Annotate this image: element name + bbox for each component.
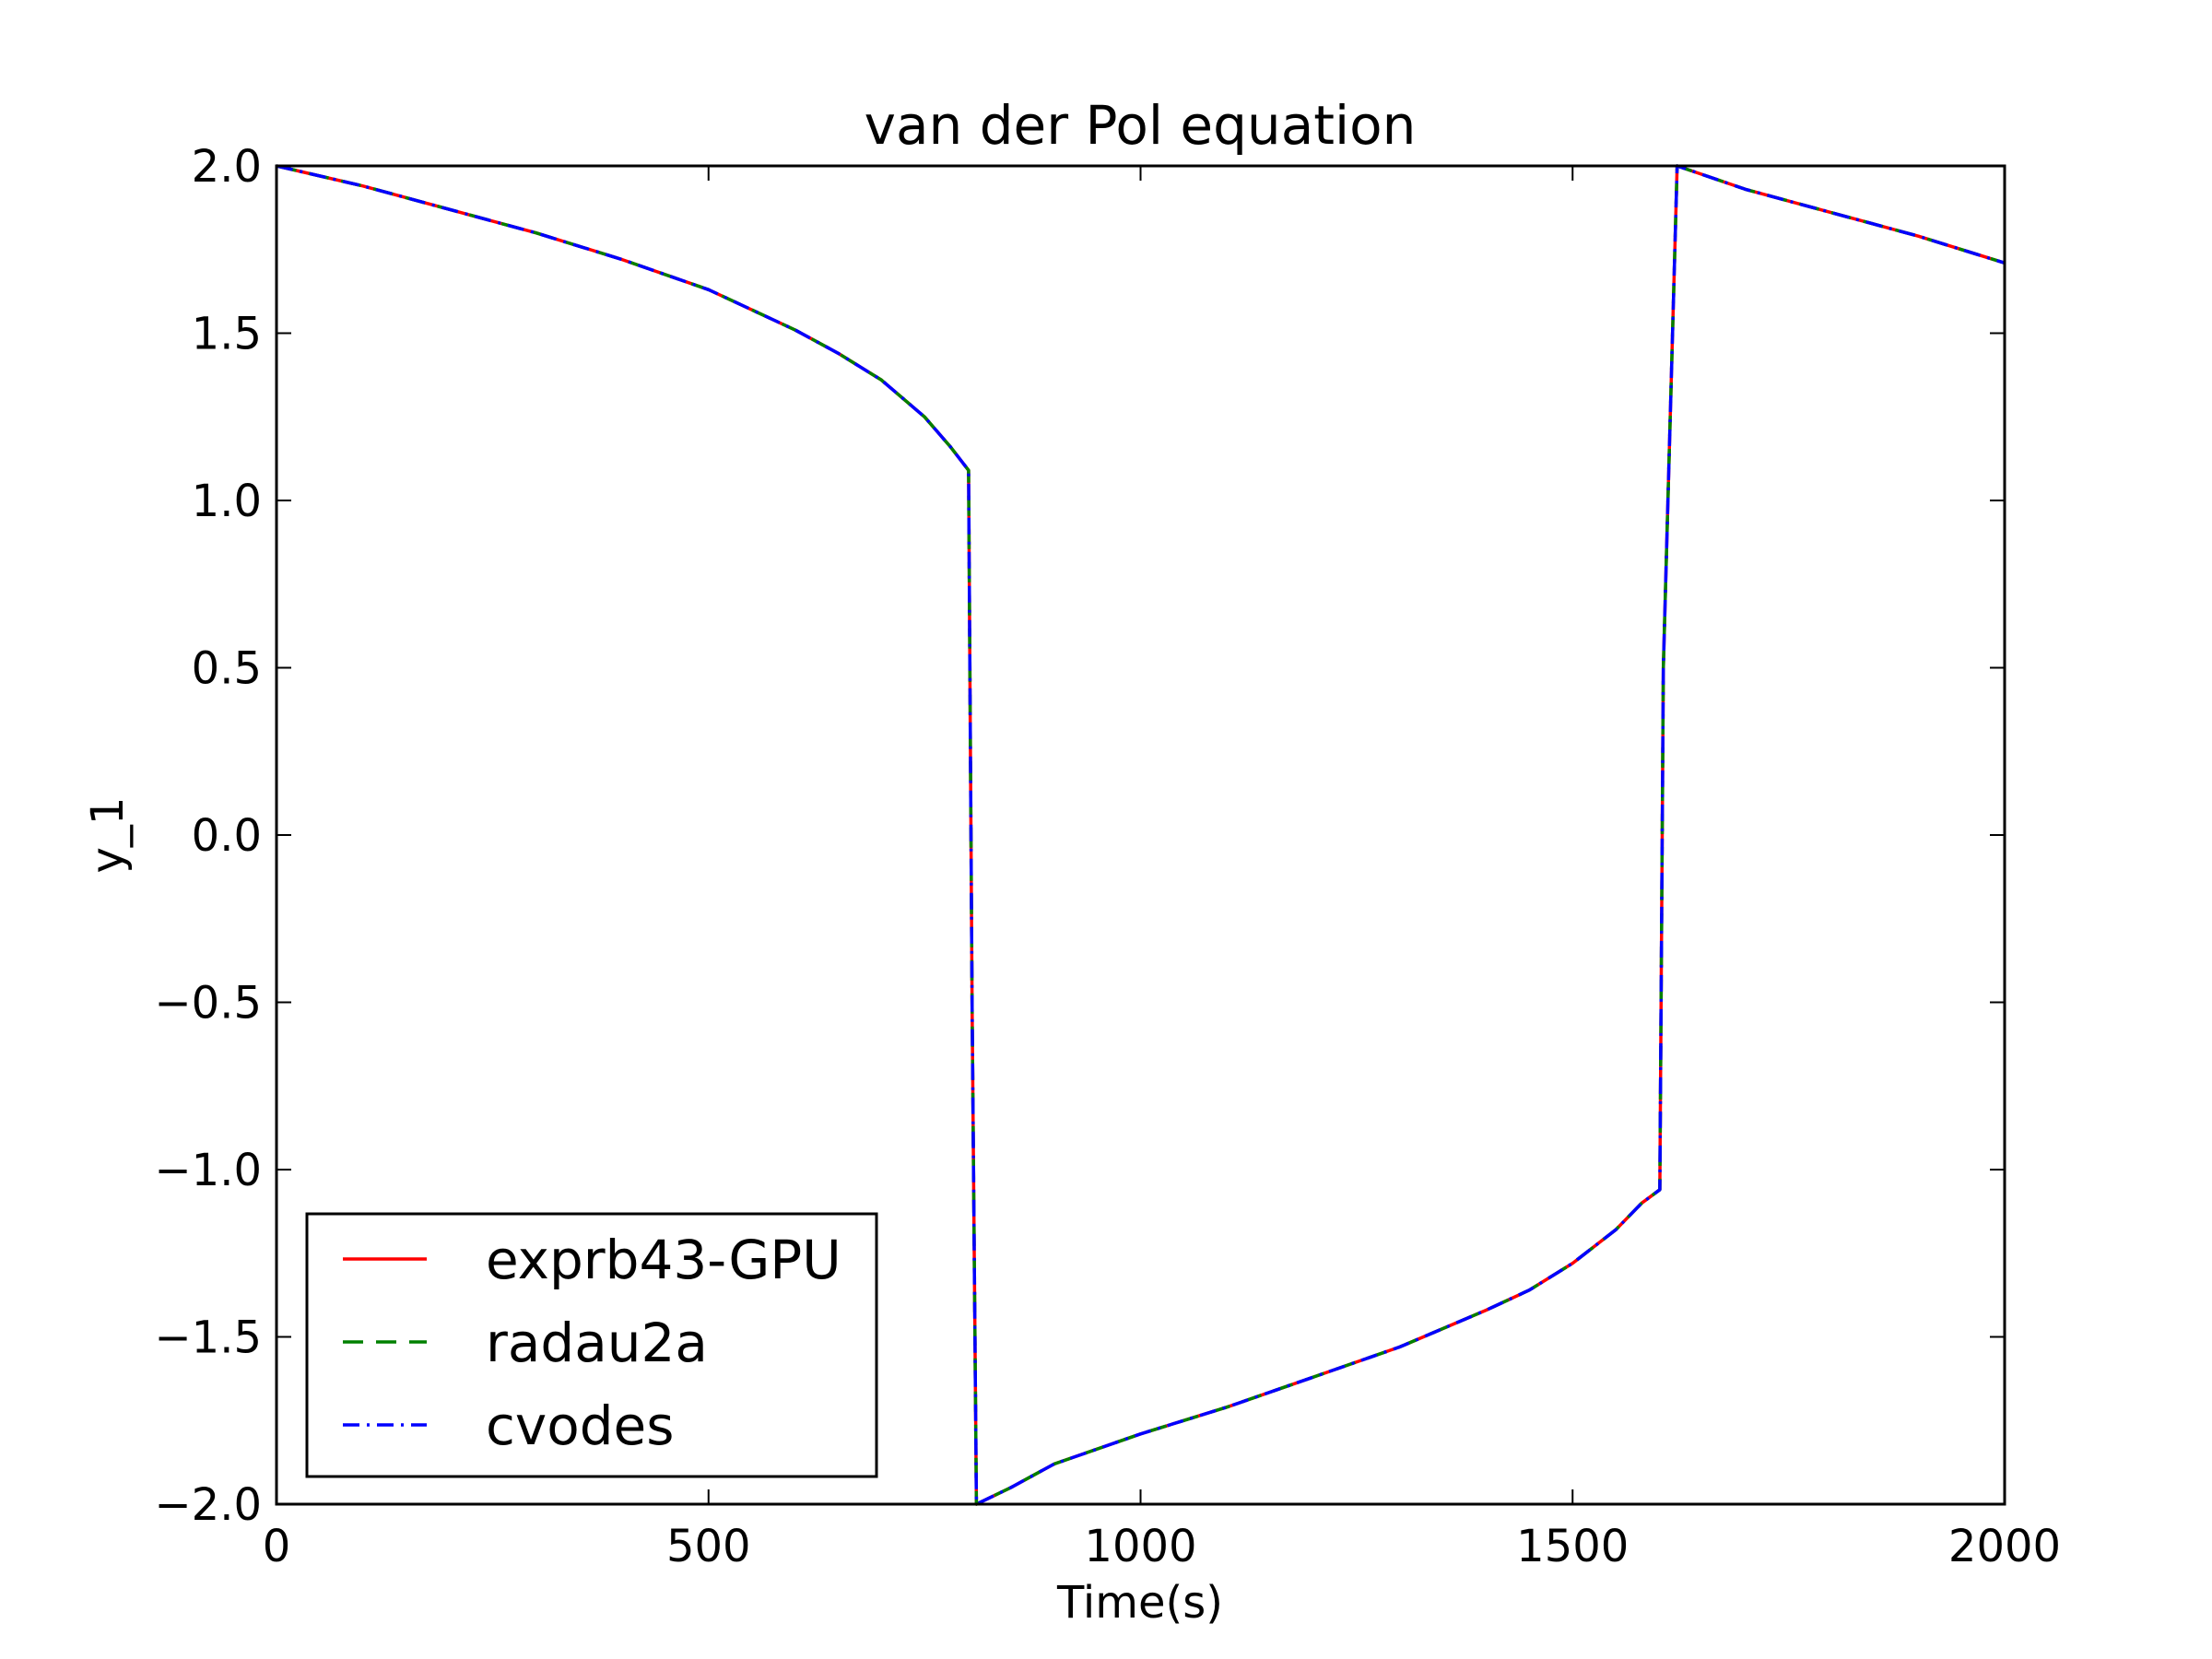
legend-label: radau2a <box>486 1312 708 1374</box>
axis-ticks <box>276 165 2006 1505</box>
x-axis-label: Time(s) <box>1056 1577 1223 1629</box>
x-tick-labels: 0 500 1000 1500 2000 <box>263 1521 2061 1572</box>
chart-title: van der Pol equation <box>865 94 1417 157</box>
legend-entries: exprb43-GPU radau2a cvodes <box>343 1229 841 1457</box>
legend-label: cvodes <box>486 1394 674 1457</box>
y-tick-label: −1.0 <box>154 1145 262 1196</box>
y-tick-label: −1.5 <box>154 1312 262 1364</box>
y-tick-label: −2.0 <box>154 1479 262 1531</box>
x-tick-label: 0 <box>263 1521 291 1572</box>
plot-lines <box>276 164 2006 1506</box>
x-tick-label: 2000 <box>1948 1521 2061 1572</box>
x-tick-label: 1500 <box>1516 1521 1629 1572</box>
y-tick-labels: 2.0 1.5 1.0 0.5 0.0 −0.5 −1.0 −1.5 −2.0 <box>154 141 262 1531</box>
x-tick-label: 500 <box>666 1521 751 1572</box>
legend: exprb43-GPU radau2a cvodes <box>305 1212 878 1478</box>
y-tick-label: 0.5 <box>192 643 262 695</box>
series-line-radau2a <box>276 164 2006 1506</box>
y-axis-label: y_1 <box>82 797 134 874</box>
y-tick-label: 2.0 <box>192 141 262 193</box>
legend-label: exprb43-GPU <box>486 1229 841 1291</box>
y-tick-label: 1.5 <box>192 309 262 360</box>
y-tick-label: 1.0 <box>192 476 262 527</box>
y-tick-label: −0.5 <box>154 978 262 1030</box>
x-tick-label: 1000 <box>1084 1521 1196 1572</box>
y-tick-label: 0.0 <box>192 810 262 862</box>
